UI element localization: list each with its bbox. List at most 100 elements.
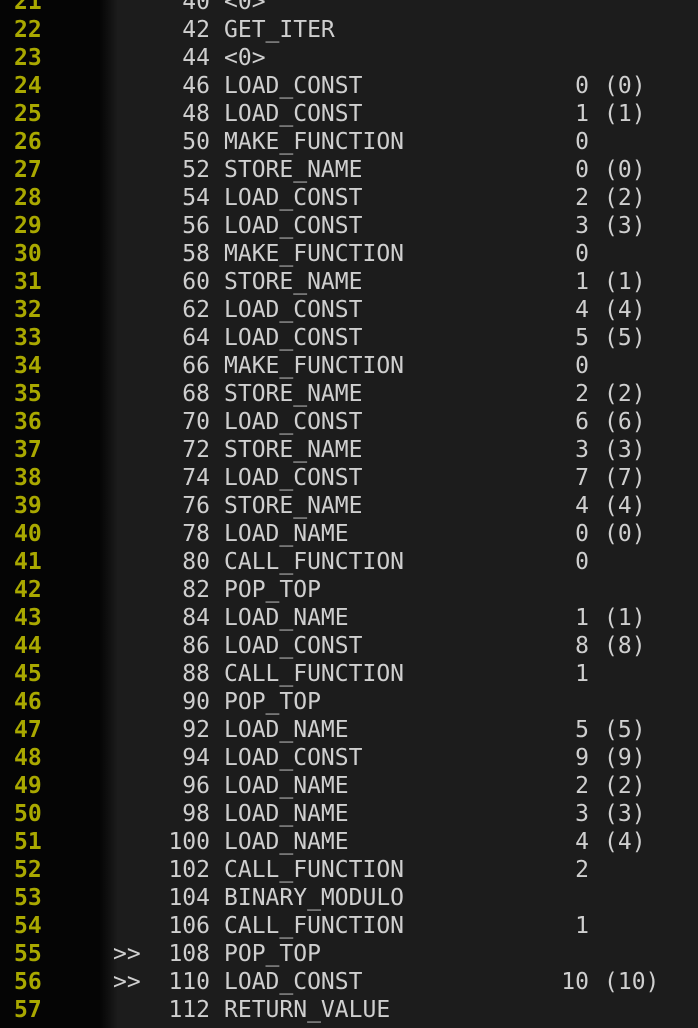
line-number: 35 — [14, 381, 42, 407]
code-line[interactable]: 48 94 LOAD_CONST 9 (9) — [0, 744, 698, 772]
code-line[interactable]: 52 102 CALL_FUNCTION 2 — [0, 856, 698, 884]
opcode-name: BINARY_MODULO — [224, 885, 405, 911]
bytecode-offset: 94 — [182, 745, 210, 771]
code-line[interactable]: 35 68 STORE_NAME 2 (2) — [0, 380, 698, 408]
code-line[interactable]: 33 64 LOAD_CONST 5 (5) — [0, 324, 698, 352]
code-line[interactable]: 23 44 <0> — [0, 44, 698, 72]
line-number: 57 — [14, 997, 42, 1023]
opcode-name: LOAD_NAME — [224, 773, 349, 799]
code-line[interactable]: 26 50 MAKE_FUNCTION 0 — [0, 128, 698, 156]
opcode-argument: 1 — [575, 913, 589, 939]
bytecode-offset: 108 — [168, 941, 210, 967]
line-number: 23 — [14, 45, 42, 71]
code-line[interactable]: 40 78 LOAD_NAME 0 (0) — [0, 520, 698, 548]
code-line[interactable]: 50 98 LOAD_NAME 3 (3) — [0, 800, 698, 828]
opcode-name: STORE_NAME — [224, 493, 363, 519]
opcode-argument: 0 — [575, 73, 589, 99]
line-number: 21 — [14, 0, 42, 15]
opcode-name: POP_TOP — [224, 689, 321, 715]
bytecode-offset: 86 — [182, 633, 210, 659]
code-line[interactable]: 57 112 RETURN_VALUE — [0, 996, 698, 1024]
opcode-name: LOAD_CONST — [224, 297, 363, 323]
code-line[interactable]: 45 88 CALL_FUNCTION 1 — [0, 660, 698, 688]
code-line[interactable]: 53 104 BINARY_MODULO — [0, 884, 698, 912]
jump-target-marker: >> — [113, 941, 141, 967]
opcode-name: CALL_FUNCTION — [224, 913, 405, 939]
line-number: 47 — [14, 717, 42, 743]
bytecode-offset: 66 — [182, 353, 210, 379]
code-line[interactable]: 25 48 LOAD_CONST 1 (1) — [0, 100, 698, 128]
code-line[interactable]: 31 60 STORE_NAME 1 (1) — [0, 268, 698, 296]
code-line[interactable]: 27 52 STORE_NAME 0 (0) — [0, 156, 698, 184]
code-line[interactable]: 55 >> 108 POP_TOP — [0, 940, 698, 968]
opcode-argument: 1 — [575, 101, 589, 127]
bytecode-offset: 96 — [182, 773, 210, 799]
opcode-name: POP_TOP — [224, 941, 321, 967]
bytecode-offset: 100 — [168, 829, 210, 855]
code-line[interactable]: 34 66 MAKE_FUNCTION 0 — [0, 352, 698, 380]
argument-repr: (7) — [604, 465, 646, 491]
code-line[interactable]: 24 46 LOAD_CONST 0 (0) — [0, 72, 698, 100]
opcode-name: LOAD_CONST — [224, 73, 363, 99]
opcode-name: GET_ITER — [224, 17, 335, 43]
bytecode-offset: 80 — [182, 549, 210, 575]
jump-target-marker: >> — [113, 969, 141, 995]
code-line[interactable]: 29 56 LOAD_CONST 3 (3) — [0, 212, 698, 240]
opcode-argument: 3 — [575, 213, 589, 239]
opcode-argument: 1 — [575, 661, 589, 687]
line-number: 22 — [14, 17, 42, 43]
code-line[interactable]: 44 86 LOAD_CONST 8 (8) — [0, 632, 698, 660]
bytecode-offset: 112 — [168, 997, 210, 1023]
opcode-name: MAKE_FUNCTION — [224, 241, 405, 267]
line-number: 24 — [14, 73, 42, 99]
code-line[interactable]: 46 90 POP_TOP — [0, 688, 698, 716]
code-line[interactable]: 28 54 LOAD_CONST 2 (2) — [0, 184, 698, 212]
bytecode-offset: 56 — [182, 213, 210, 239]
line-number: 38 — [14, 465, 42, 491]
code-line[interactable]: 22 42 GET_ITER — [0, 16, 698, 44]
bytecode-offset: 76 — [182, 493, 210, 519]
opcode-name: STORE_NAME — [224, 269, 363, 295]
bytecode-offset: 52 — [182, 157, 210, 183]
argument-repr: (0) — [604, 157, 646, 183]
code-line[interactable]: 36 70 LOAD_CONST 6 (6) — [0, 408, 698, 436]
code-line[interactable]: 32 62 LOAD_CONST 4 (4) — [0, 296, 698, 324]
code-line[interactable]: 51 100 LOAD_NAME 4 (4) — [0, 828, 698, 856]
opcode-argument: 0 — [575, 353, 589, 379]
code-line[interactable]: 21 40 <0> — [0, 0, 698, 16]
code-line[interactable]: 37 72 STORE_NAME 3 (3) — [0, 436, 698, 464]
code-line[interactable]: 56 >> 110 LOAD_CONST 10 (10) — [0, 968, 698, 996]
code-line[interactable]: 42 82 POP_TOP — [0, 576, 698, 604]
line-number-gutter — [0, 0, 100, 1028]
argument-repr: (9) — [604, 745, 646, 771]
bytecode-offset: 48 — [182, 101, 210, 127]
opcode-name: <0> — [224, 45, 266, 71]
code-line[interactable]: 30 58 MAKE_FUNCTION 0 — [0, 240, 698, 268]
argument-repr: (10) — [604, 969, 660, 995]
opcode-name: LOAD_CONST — [224, 969, 363, 995]
line-number: 44 — [14, 633, 42, 659]
line-number: 53 — [14, 885, 42, 911]
line-number: 51 — [14, 829, 42, 855]
bytecode-offset: 58 — [182, 241, 210, 267]
code-line[interactable]: 54 106 CALL_FUNCTION 1 — [0, 912, 698, 940]
opcode-name: STORE_NAME — [224, 437, 363, 463]
bytecode-offset: 104 — [168, 885, 210, 911]
opcode-argument: 2 — [575, 857, 589, 883]
code-line[interactable]: 47 92 LOAD_NAME 5 (5) — [0, 716, 698, 744]
bytecode-offset: 50 — [182, 129, 210, 155]
opcode-name: LOAD_NAME — [224, 717, 349, 743]
code-line[interactable]: 49 96 LOAD_NAME 2 (2) — [0, 772, 698, 800]
gutter-shadow — [100, 0, 118, 1028]
line-number: 25 — [14, 101, 42, 127]
code-line[interactable]: 43 84 LOAD_NAME 1 (1) — [0, 604, 698, 632]
bytecode-offset: 70 — [182, 409, 210, 435]
code-line[interactable]: 41 80 CALL_FUNCTION 0 — [0, 548, 698, 576]
line-number: 55 — [14, 941, 42, 967]
opcode-argument: 2 — [575, 773, 589, 799]
code-line[interactable]: 38 74 LOAD_CONST 7 (7) — [0, 464, 698, 492]
opcode-name: LOAD_NAME — [224, 521, 349, 547]
argument-repr: (8) — [604, 633, 646, 659]
code-line[interactable]: 39 76 STORE_NAME 4 (4) — [0, 492, 698, 520]
argument-repr: (3) — [604, 437, 646, 463]
